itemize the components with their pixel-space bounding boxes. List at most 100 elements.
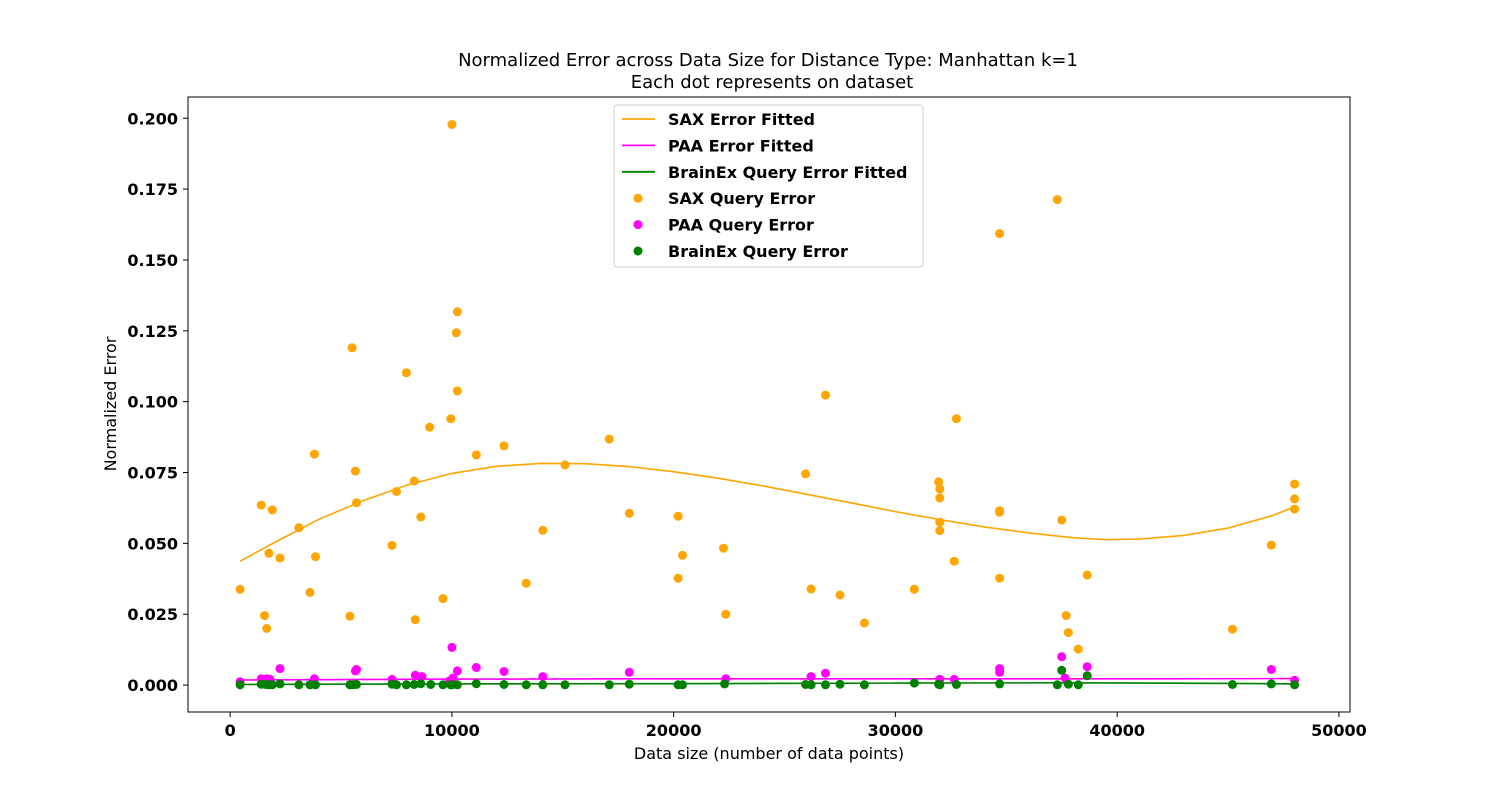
data-point-2-40 [951, 680, 961, 689]
data-point-0-49 [935, 517, 945, 527]
data-point-0-65 [1290, 479, 1300, 489]
x-tick-label-4: 40000 [1089, 721, 1145, 740]
data-point-0-47 [935, 484, 945, 494]
data-point-2-13 [392, 680, 401, 690]
data-point-2-26 [560, 680, 570, 690]
data-point-1-16 [499, 667, 509, 676]
data-point-2-14 [401, 680, 411, 690]
data-point-1-12 [447, 642, 457, 652]
data-point-0-35 [673, 511, 683, 521]
x-axis-label: Data size (number of data points) [634, 744, 904, 763]
y-tick-label-4: 0.100 [127, 393, 178, 412]
data-point-0-32 [560, 460, 570, 470]
data-point-0-20 [416, 512, 426, 522]
x-tick-label-1: 10000 [424, 721, 480, 740]
data-point-0-63 [1228, 624, 1237, 634]
data-point-2-34 [821, 680, 830, 690]
data-point-0-67 [1290, 504, 1300, 514]
data-point-1-26 [1057, 652, 1067, 662]
data-point-2-36 [859, 680, 869, 690]
data-point-0-45 [909, 584, 919, 594]
data-point-0-62 [1082, 570, 1092, 580]
data-point-0-58 [1057, 515, 1067, 525]
data-point-0-40 [801, 469, 811, 479]
data-point-0-21 [425, 422, 435, 432]
data-point-0-43 [835, 590, 845, 600]
data-point-2-44 [1063, 679, 1073, 689]
data-point-0-15 [387, 540, 397, 550]
fitted-line-0 [239, 462, 1295, 562]
data-point-0-55 [995, 507, 1005, 517]
data-point-2-48 [1266, 679, 1276, 689]
data-point-0-30 [521, 578, 531, 588]
legend: SAX Error Fitted PAA Error Fitted BrainEx … [613, 104, 924, 268]
data-point-2-31 [720, 679, 730, 689]
data-point-1-29 [1266, 665, 1276, 674]
data-point-2-37 [909, 678, 919, 688]
y-axis-label: Normalized Error [101, 336, 120, 471]
y-tick-label-6: 0.150 [127, 251, 178, 270]
data-point-0-36 [673, 573, 683, 583]
data-point-1-9 [410, 670, 420, 680]
data-point-0-8 [305, 587, 315, 597]
legend-label-3: SAX Query Error [668, 189, 815, 208]
plot-area [235, 120, 1300, 690]
data-point-0-27 [452, 386, 462, 396]
data-point-1-4 [275, 664, 285, 674]
plot-frame [187, 96, 1351, 713]
data-point-1-20 [806, 672, 816, 682]
legend-label-5: BrainEx Query Error [668, 242, 848, 261]
data-point-1-25 [995, 667, 1005, 677]
data-point-2-46 [1082, 671, 1092, 681]
data-point-0-41 [806, 584, 816, 594]
data-point-2-39 [935, 680, 945, 690]
data-point-2-6 [294, 680, 304, 690]
x-tick-label-5: 50000 [1311, 721, 1367, 740]
data-point-0-56 [995, 573, 1005, 583]
data-point-2-8 [311, 680, 320, 690]
data-point-1-7 [352, 665, 361, 674]
data-point-0-51 [949, 556, 959, 566]
data-point-0-12 [347, 343, 357, 353]
y-tick-label-3: 0.075 [127, 464, 178, 483]
x-tick-label-0: 0 [225, 721, 236, 740]
data-point-0-28 [471, 450, 481, 460]
data-point-0-60 [1063, 628, 1073, 638]
y-tick-label-0: 0.000 [127, 676, 178, 695]
data-point-0-2 [260, 611, 269, 621]
data-point-1-10 [417, 672, 427, 682]
data-point-0-16 [392, 487, 401, 496]
legend-label-0: SAX Error Fitted [668, 110, 815, 129]
data-point-2-41 [995, 679, 1005, 689]
data-point-0-19 [410, 615, 420, 625]
data-point-1-28 [1082, 662, 1092, 672]
data-point-0-4 [264, 548, 274, 558]
data-point-0-34 [624, 508, 634, 518]
data-point-0-17 [401, 368, 411, 378]
data-point-0-53 [995, 229, 1005, 239]
fitted-line-1 [240, 677, 1295, 681]
data-point-0-46 [934, 477, 944, 487]
legend-label-2: BrainEx Query Error Fitted [668, 163, 908, 182]
data-point-0-13 [350, 466, 360, 476]
data-point-0-64 [1266, 540, 1276, 550]
data-point-2-23 [499, 680, 509, 689]
legend-label-1: PAA Error Fitted [668, 136, 814, 155]
data-point-2-22 [471, 679, 481, 689]
data-point-0-50 [935, 526, 945, 536]
data-point-2-15 [409, 680, 419, 689]
legend-label-4: PAA Query Error [668, 216, 814, 235]
y-tick-label-5: 0.125 [127, 322, 178, 341]
data-point-1-15 [471, 663, 481, 672]
data-point-2-5 [275, 679, 285, 689]
axes: 0 10000 20000 30000 40000 50000 0.000 0.025 0.05… [127, 96, 1367, 740]
data-point-0-22 [438, 594, 448, 604]
data-point-2-42 [1052, 680, 1062, 690]
data-point-0-26 [452, 307, 462, 317]
data-point-0-57 [1052, 195, 1062, 205]
data-point-0-6 [275, 553, 285, 563]
data-point-0-59 [1061, 611, 1071, 621]
data-point-2-27 [604, 680, 614, 690]
legend-marker-3 [633, 193, 643, 203]
data-point-2-33 [806, 680, 816, 690]
